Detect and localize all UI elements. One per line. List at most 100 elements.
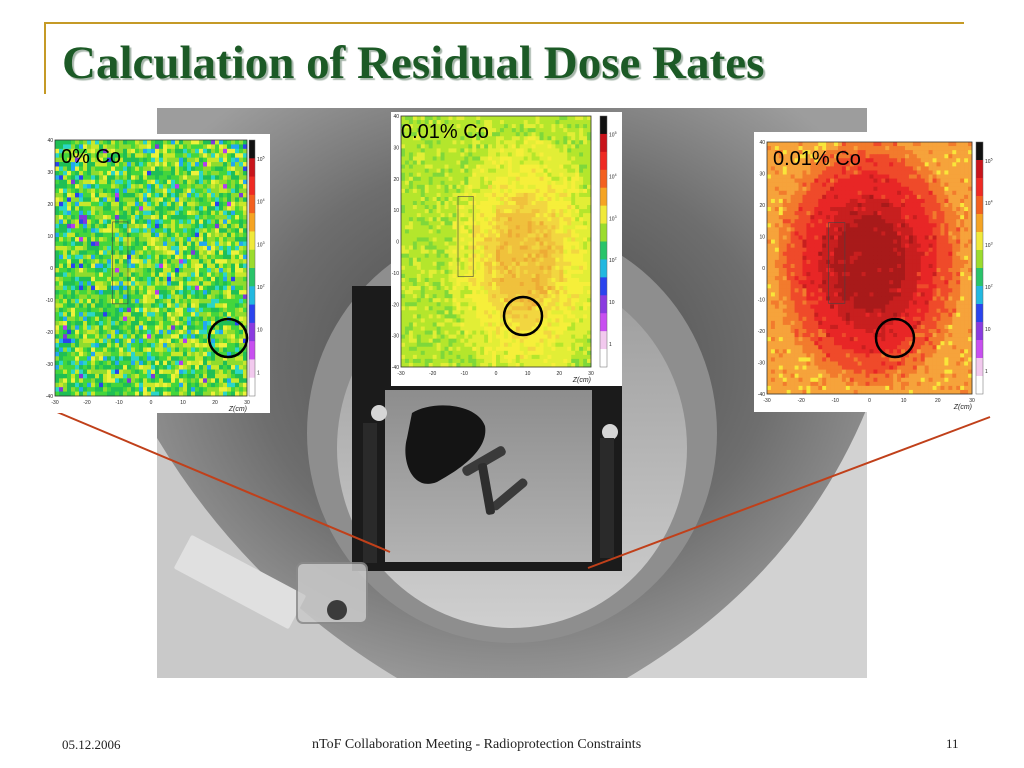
y-tick-label: 0 — [762, 266, 765, 272]
colorbar-segment — [249, 231, 255, 251]
colorbar-segment — [249, 286, 255, 305]
colorbar-segment — [976, 268, 983, 287]
colorbar-segment — [600, 223, 607, 242]
colorbar-segment — [249, 176, 255, 196]
colorbar-segment — [976, 286, 983, 305]
heatmap-outline-box — [828, 222, 846, 304]
colorbar-segment — [976, 304, 983, 323]
colorbar-tick-label: 102 — [985, 283, 993, 291]
colorbar-tick-label: 10 — [257, 328, 263, 334]
colorbar-tick-label: 1 — [609, 342, 612, 348]
heatmap-panel-middle: 105 104 103 102 10 1 40 30 20 10 0 -10 -20 -30 -40 -30-… — [391, 112, 622, 386]
x-tick-label: -10 — [832, 398, 839, 404]
y-tick-label: -20 — [758, 329, 765, 335]
y-tick-label: 40 — [393, 114, 399, 120]
colorbar-segment — [600, 205, 607, 224]
x-tick-label: 0 — [495, 371, 498, 377]
x-tick-label: -30 — [51, 400, 58, 406]
x-tick-label: -10 — [461, 371, 468, 377]
x-axis-label: Z(cm) — [228, 406, 247, 413]
colorbar-frame — [975, 141, 984, 395]
x-tick-label: -10 — [115, 400, 122, 406]
colorbar-tick-label: 102 — [609, 257, 617, 265]
heatmap-frame — [766, 141, 973, 395]
x-tick-label: 0 — [150, 400, 153, 406]
page-number: 11 — [946, 736, 959, 751]
colorbar-segment — [976, 358, 983, 377]
x-tick-label: 30 — [244, 400, 250, 406]
colorbar-tick-label: 105 — [609, 131, 617, 139]
y-tick-label: 0 — [396, 240, 399, 246]
colorbar-segment — [600, 169, 607, 189]
y-tick-label: 10 — [393, 208, 399, 214]
x-tick-label: -30 — [397, 371, 404, 377]
y-tick-label: 30 — [47, 170, 53, 176]
y-tick-label: -30 — [392, 334, 399, 340]
y-tick-label: -10 — [758, 298, 765, 304]
colorbar-segment — [249, 304, 255, 324]
colorbar-tick-label: 10 — [609, 300, 615, 306]
colorbar-frame — [248, 139, 256, 397]
heatmap-cells — [767, 142, 973, 395]
colorbar-segment — [976, 250, 983, 269]
heatmap-cells — [55, 140, 248, 397]
colorbar-segment — [249, 268, 255, 287]
colorbar-segment — [976, 196, 983, 215]
y-tick-label: 20 — [393, 177, 399, 183]
x-tick-label: -30 — [763, 398, 770, 404]
hotspot-circle-marker — [874, 317, 916, 359]
colorbar-segment — [976, 178, 983, 197]
x-tick-label: 30 — [588, 371, 594, 377]
x-tick-label: 10 — [180, 400, 186, 406]
colorbar-tick-label: 103 — [985, 241, 993, 249]
y-tick-label: 10 — [47, 234, 53, 240]
colorbar-tick-label: 103 — [609, 215, 617, 223]
y-tick-label: -40 — [392, 365, 399, 371]
colorbar-segment — [600, 259, 607, 278]
heatmap-left: 105104103102101403020100-10-20-30-40-30-… — [46, 138, 265, 413]
x-axis-label: Z(cm) — [572, 377, 591, 384]
colorbar-tick-label: 104 — [985, 199, 993, 207]
heatmap-frame — [400, 115, 592, 368]
y-tick-label: 40 — [759, 140, 765, 146]
x-tick-label: 0 — [868, 398, 871, 404]
colorbar-segment — [600, 151, 607, 171]
x-tick-label: 30 — [969, 398, 975, 404]
title-frame-left-line — [44, 22, 46, 94]
colorbar-tick-label: 104 — [257, 198, 265, 206]
footer-center-text: nToF Collaboration Meeting - Radioprotec… — [312, 737, 642, 752]
x-tick-label: 20 — [212, 400, 218, 406]
colorbar-segment — [600, 331, 607, 350]
hotspot-circle-marker — [502, 295, 544, 337]
colorbar-segment — [249, 194, 255, 214]
y-tick-label: -20 — [392, 302, 399, 308]
colorbar-tick-label: 1 — [985, 369, 988, 375]
x-tick-label: 10 — [901, 398, 907, 404]
footer-date: 05.12.2006 — [62, 737, 121, 752]
x-tick-label: -20 — [798, 398, 805, 404]
colorbar-segment — [976, 340, 983, 359]
colorbar-tick-label: 10 — [985, 327, 991, 333]
heatmap-right: 105104103102101403020100-10-20-30-40-30-… — [758, 140, 993, 411]
heatmap-label-middle: 0.01% Co — [401, 121, 489, 143]
colorbar-tick-label: 1 — [257, 370, 260, 376]
colorbar-segment — [249, 249, 255, 269]
colorbar-segment — [976, 142, 983, 161]
y-tick-label: 30 — [759, 172, 765, 178]
colorbar-segment — [600, 313, 607, 332]
y-tick-label: 20 — [759, 203, 765, 209]
colorbar-tick-label: 102 — [257, 284, 265, 292]
x-tick-label: -20 — [429, 371, 436, 377]
x-axis-label: Z(cm) — [953, 404, 972, 411]
y-tick-label: -40 — [758, 392, 765, 398]
x-tick-label: 20 — [935, 398, 941, 404]
heatmap-panel-right: 105 104 103 102 10 1 40 30 20 10 0 -10 -20 -30 -40 -30-… — [754, 132, 994, 412]
colorbar-frame — [599, 115, 608, 368]
colorbar-segment — [249, 377, 255, 397]
y-tick-label: 30 — [393, 145, 399, 151]
colorbar-segment — [249, 322, 255, 342]
colorbar-segment — [249, 359, 255, 379]
y-tick-label: -10 — [392, 271, 399, 277]
y-tick-label: -40 — [46, 394, 53, 400]
colorbar-segment — [976, 160, 983, 179]
